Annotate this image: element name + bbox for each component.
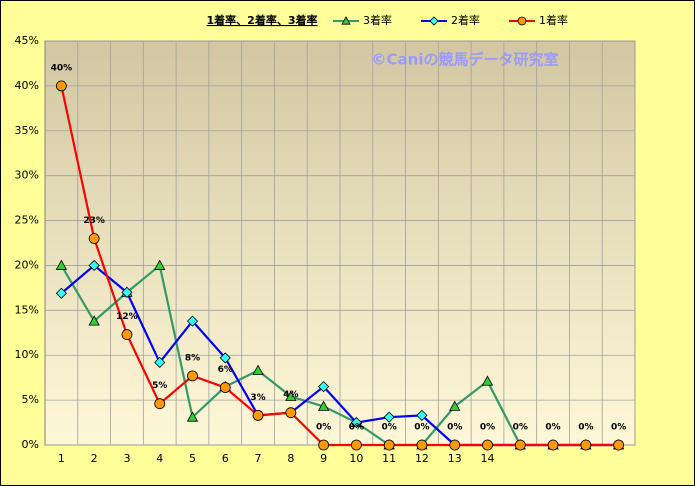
point: [88, 315, 100, 326]
point: [416, 409, 428, 421]
data-label: 0%: [382, 423, 397, 433]
data-label: 5%: [152, 381, 167, 391]
point: [121, 329, 133, 340]
point: [219, 382, 231, 393]
point: [186, 315, 199, 327]
x-tick-label: 10: [349, 452, 363, 465]
x-tick-label: 8: [287, 452, 294, 465]
point: [517, 16, 527, 26]
point: [318, 381, 330, 393]
y-tick-label: 5%: [22, 393, 39, 406]
data-label: 23%: [83, 216, 105, 226]
point: [252, 409, 264, 421]
y-tick-label: 25%: [15, 214, 39, 227]
y-tick-label: 0%: [22, 438, 39, 451]
x-tick-label: 11: [382, 452, 396, 465]
point: [514, 439, 526, 451]
x-tick-label: 1: [58, 452, 65, 465]
data-label: 0%: [611, 423, 626, 433]
x-tick-label: 7: [255, 452, 262, 465]
point: [154, 398, 166, 410]
y-tick-label: 30%: [15, 169, 39, 182]
data-label: 0%: [414, 423, 429, 433]
point: [580, 439, 592, 451]
point: [481, 375, 494, 386]
point: [88, 259, 100, 272]
legend-label: 2着率: [451, 13, 480, 27]
point: [383, 439, 395, 451]
data-label: 4%: [283, 390, 298, 400]
x-tick-label: 3: [123, 452, 130, 465]
data-label: 0%: [578, 423, 593, 433]
point: [55, 287, 67, 299]
y-tick-label: 15%: [15, 303, 39, 316]
point: [252, 364, 264, 375]
legend: [327, 12, 575, 30]
point: [416, 439, 428, 451]
x-tick-label: 6: [222, 452, 229, 465]
point: [187, 370, 198, 382]
x-tick-label: 5: [189, 452, 196, 465]
point: [547, 439, 559, 451]
y-tick-label: 45%: [15, 34, 39, 47]
data-label: 0%: [513, 423, 528, 433]
point: [449, 439, 461, 451]
data-label: 8%: [185, 353, 200, 363]
data-label: 6%: [218, 365, 233, 375]
point: [88, 233, 100, 244]
y-tick-label: 10%: [15, 348, 39, 361]
x-tick-label: 9: [320, 452, 327, 465]
point: [154, 356, 166, 368]
data-label: 0%: [349, 423, 364, 433]
point: [121, 286, 133, 298]
chart-title: 1着率、2着率、3着率: [207, 13, 318, 27]
point: [350, 416, 362, 429]
data-label: 0%: [545, 423, 560, 433]
point: [186, 411, 199, 422]
point: [55, 259, 68, 270]
data-label: 0%: [480, 423, 495, 433]
point: [318, 439, 330, 451]
point: [350, 439, 362, 451]
x-tick-label: 13: [448, 452, 462, 465]
data-label: 40%: [51, 63, 73, 73]
x-tick-label: 2: [91, 452, 98, 465]
point: [383, 411, 395, 423]
point: [429, 16, 439, 26]
legend-label: 3着率: [363, 13, 392, 27]
y-tick-label: 40%: [15, 79, 39, 92]
point: [613, 439, 625, 451]
point: [55, 80, 67, 92]
y-tick-label: 35%: [15, 124, 39, 137]
y-tick-label: 20%: [15, 258, 39, 271]
point: [219, 352, 231, 364]
point: [154, 259, 166, 270]
point: [285, 407, 297, 419]
data-label: 0%: [447, 423, 462, 433]
watermark: ©Caniの競馬データ研究室: [372, 51, 559, 69]
x-tick-label: 12: [415, 452, 429, 465]
data-label: 3%: [250, 393, 265, 403]
data-label: 0%: [316, 423, 331, 433]
point: [341, 16, 351, 25]
data-label: 12%: [116, 312, 138, 322]
x-tick-label: 14: [481, 452, 495, 465]
point: [285, 390, 297, 401]
legend-label: 1着率: [539, 13, 568, 27]
point: [317, 400, 330, 411]
point: [449, 400, 461, 411]
point: [482, 439, 493, 451]
x-tick-label: 4: [156, 452, 163, 465]
